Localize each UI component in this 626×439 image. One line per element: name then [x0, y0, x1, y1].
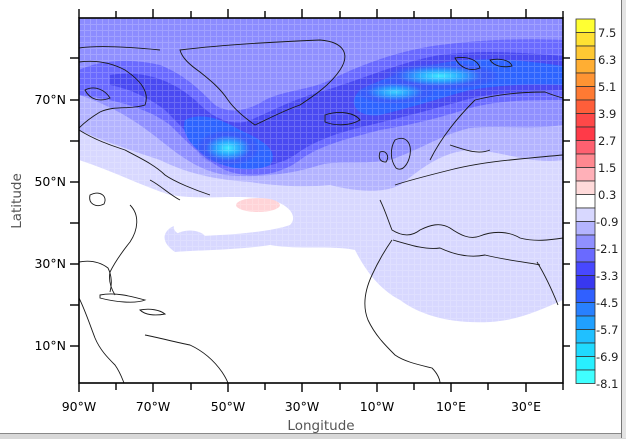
coastlines — [79, 39, 563, 383]
y-axis-title: Latitude — [9, 173, 25, 229]
x-tick-labels: 90°W 70°W 50°W 30°W 10°W 10°E 30°E — [62, 399, 541, 414]
x-tick-label: 50°W — [211, 399, 246, 414]
colorbar-label: -0.9 — [596, 215, 618, 229]
x-tick-label: 30°E — [511, 399, 541, 414]
y-tick-label: 50°N — [34, 174, 66, 189]
y-tick-label: 30°N — [34, 256, 66, 271]
colorbar-label: 2.7 — [598, 134, 616, 148]
x-axis-title: Longitude — [287, 418, 354, 434]
y-axis-ticks — [70, 57, 570, 347]
colorbar-label: -3.3 — [596, 269, 618, 283]
colorbar-label: 7.5 — [598, 26, 616, 40]
colorbar-label: -2.1 — [596, 242, 618, 256]
colorbar-label: -5.7 — [596, 323, 618, 337]
colorbar-label: 1.5 — [598, 161, 616, 175]
x-tick-label: 90°W — [62, 399, 97, 414]
colorbar-label: 6.3 — [598, 53, 616, 67]
window-right-edge — [621, 0, 626, 438]
y-tick-label: 10°N — [34, 338, 66, 353]
colorbar-label: -6.9 — [596, 350, 618, 364]
colorbar-labels: 7.5 6.3 5.1 3.9 2.7 1.5 0.3 -0.9 -2.1 -3… — [596, 26, 618, 391]
y-tick-label: 70°N — [34, 92, 66, 107]
x-tick-label: 10°W — [360, 399, 395, 414]
colorbar-label: 5.1 — [598, 80, 616, 94]
colorbar-label: -8.1 — [596, 377, 618, 391]
x-axis-ticks — [78, 9, 564, 392]
colorbar-label: 0.3 — [598, 188, 616, 202]
contour-field — [79, 18, 563, 383]
x-tick-label: 70°W — [136, 399, 171, 414]
colorbar — [575, 18, 596, 384]
colorbar-label: 3.9 — [598, 107, 616, 121]
window-bottom-edge — [0, 433, 626, 439]
colorbar-label: -4.5 — [596, 296, 618, 310]
x-tick-label: 10°E — [436, 399, 466, 414]
plot-frame — [78, 17, 564, 384]
y-tick-labels: 10°N 30°N 50°N 70°N — [34, 92, 66, 353]
x-tick-label: 30°W — [285, 399, 320, 414]
